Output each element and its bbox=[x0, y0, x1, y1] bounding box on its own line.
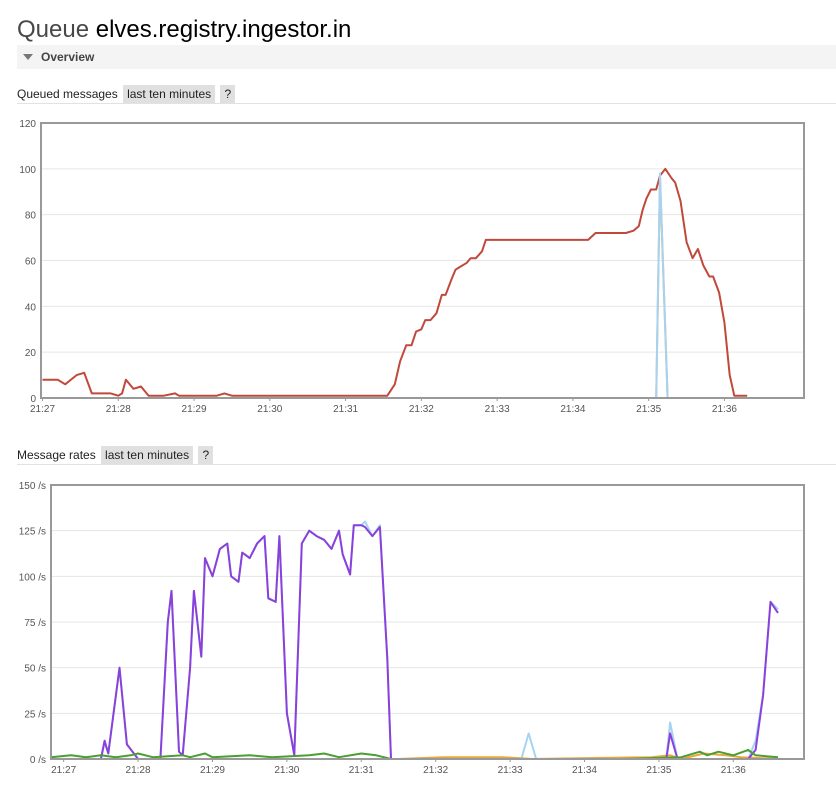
x-tick-label: 21:29 bbox=[200, 765, 225, 776]
help-button-queued[interactable]: ? bbox=[220, 85, 236, 103]
x-tick-label: 21:27 bbox=[51, 765, 76, 776]
x-tick-label: 21:35 bbox=[646, 765, 671, 776]
plot-frame bbox=[40, 122, 805, 399]
x-tick-label: 21:32 bbox=[423, 765, 448, 776]
message-rates-chart: 0 /s 25 /s 50 /s 75 /s 100 /s 125 /s 150 /s 21:… bbox=[19, 481, 805, 776]
plot-frame bbox=[50, 484, 805, 760]
x-tick-label: 21:27 bbox=[30, 404, 55, 415]
x-tick-label: 21:30 bbox=[257, 404, 282, 415]
overview-label: Overview bbox=[41, 50, 95, 64]
series-line bbox=[51, 524, 779, 760]
y-tick-label: 25 /s bbox=[24, 709, 46, 720]
x-tick-label: 21:34 bbox=[560, 404, 585, 415]
y-tick-label: 60 bbox=[25, 257, 37, 268]
queue-name: elves.registry.ingestor.in bbox=[95, 16, 352, 43]
section-divider bbox=[17, 103, 836, 104]
y-tick-label: 20 bbox=[25, 348, 37, 359]
range-button-rates[interactable]: last ten minutes bbox=[101, 446, 194, 464]
page-title: Queue elves.registry.ingestor.in bbox=[17, 16, 351, 44]
help-button-rates[interactable]: ? bbox=[198, 446, 214, 464]
y-tick-label: 100 /s bbox=[19, 572, 46, 583]
x-tick-label: 21:31 bbox=[333, 404, 358, 415]
x-tick-label: 21:36 bbox=[712, 404, 737, 415]
y-tick-label: 80 bbox=[25, 211, 37, 222]
message-rates-heading: Message rates bbox=[17, 448, 96, 462]
queued-messages-header: Queued messages last ten minutes ? bbox=[17, 85, 236, 103]
y-tick-label: 0 bbox=[30, 394, 36, 405]
series-line bbox=[42, 177, 751, 399]
title-prefix: Queue bbox=[17, 16, 90, 43]
series-line bbox=[50, 748, 779, 760]
overview-section-toggle[interactable]: Overview bbox=[17, 45, 836, 69]
y-tick-label: 125 /s bbox=[19, 527, 46, 538]
x-tick-label: 21:33 bbox=[485, 404, 510, 415]
y-tick-label: 100 bbox=[19, 165, 36, 176]
series-line bbox=[42, 167, 748, 397]
series-line bbox=[383, 172, 669, 399]
section-divider bbox=[17, 464, 836, 465]
x-tick-label: 21:31 bbox=[349, 765, 374, 776]
range-button-queued[interactable]: last ten minutes bbox=[123, 85, 216, 103]
x-tick-label: 21:32 bbox=[409, 404, 434, 415]
x-tick-label: 21:28 bbox=[126, 765, 151, 776]
queued-messages-heading: Queued messages bbox=[17, 87, 118, 101]
y-tick-label: 40 bbox=[25, 302, 37, 313]
y-tick-label: 0 /s bbox=[30, 755, 46, 766]
x-tick-label: 21:34 bbox=[572, 765, 597, 776]
queued-messages-chart: 0 20 40 60 80 100 120 21:27 21:28 21:29 21:30 21:31… bbox=[19, 119, 805, 415]
x-tick-label: 21:35 bbox=[636, 404, 661, 415]
x-tick-label: 21:30 bbox=[274, 765, 299, 776]
x-tick-label: 21:29 bbox=[182, 404, 207, 415]
message-rates-header: Message rates last ten minutes ? bbox=[17, 446, 214, 464]
x-tick-label: 21:33 bbox=[498, 765, 523, 776]
series-line bbox=[51, 520, 779, 760]
y-tick-label: 50 /s bbox=[24, 664, 46, 675]
collapse-triangle-icon bbox=[23, 54, 33, 60]
y-tick-label: 150 /s bbox=[19, 481, 46, 492]
y-tick-label: 75 /s bbox=[24, 618, 46, 629]
y-tick-label: 120 bbox=[19, 119, 36, 130]
x-tick-label: 21:28 bbox=[106, 404, 131, 415]
x-tick-label: 21:36 bbox=[721, 765, 746, 776]
